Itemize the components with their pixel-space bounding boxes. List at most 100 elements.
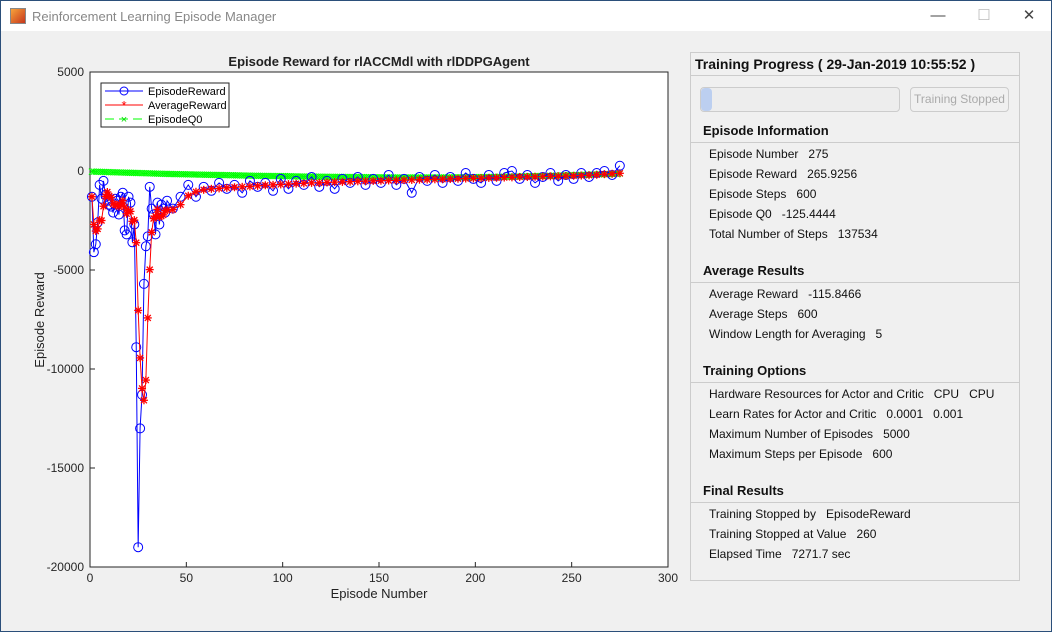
info-value: 600 — [872, 447, 893, 461]
average-reward-point — [222, 183, 231, 192]
minimize-button[interactable]: — — [930, 7, 946, 24]
legend-asterisk-icon: * — [121, 98, 126, 113]
average-reward-point — [269, 180, 278, 189]
average-reward-point — [461, 174, 470, 183]
average-reward-point — [261, 181, 270, 190]
panel-title: Training Progress ( 29-Jan-2019 10:55:52… — [695, 56, 976, 72]
info-value: 0.001 — [933, 407, 964, 421]
average-reward-point — [322, 178, 331, 187]
y-axis-label: Episode Reward — [32, 272, 47, 367]
y-tick-label: -20000 — [47, 560, 85, 574]
divider — [691, 142, 1019, 143]
x-tick-label: 0 — [87, 571, 94, 585]
episode-reward-point — [135, 423, 146, 434]
average-reward-point — [147, 228, 156, 237]
average-reward-point — [215, 184, 224, 193]
average-reward-point — [469, 174, 478, 183]
average-reward-point — [238, 182, 247, 191]
info-row: Average Steps 600 — [709, 307, 828, 321]
legend-episode-q0: EpisodeQ0 — [148, 114, 202, 126]
training-progress-panel: Training Progress ( 29-Jan-2019 10:55:52… — [690, 52, 1020, 581]
episode-reward-point — [108, 207, 119, 218]
average-reward-point — [126, 207, 135, 216]
episode-reward-point — [125, 197, 136, 208]
x-tick-label: 250 — [562, 571, 582, 585]
average-reward-point — [292, 179, 301, 188]
info-row: Episode Reward 265.9256 — [709, 167, 867, 181]
info-value: 7271.7 sec — [791, 547, 851, 561]
info-label: Hardware Resources for Actor and Critic — [709, 387, 924, 401]
info-row: Maximum Steps per Episode 600 — [709, 447, 902, 461]
average-reward-point — [484, 173, 493, 182]
average-reward-point — [120, 203, 129, 212]
info-row: Training Stopped at Value 260 — [709, 527, 886, 541]
x-axis-label: Episode Number — [331, 586, 428, 601]
average-reward-point — [93, 224, 102, 233]
episode-reward-point — [162, 195, 173, 206]
info-row: Learn Rates for Actor and Critic 0.0001 0.… — [709, 407, 973, 421]
average-reward-point — [615, 169, 624, 178]
info-label: Window Length for Averaging — [709, 327, 866, 341]
info-label: Maximum Steps per Episode — [709, 447, 863, 461]
legend-circle-icon — [119, 86, 129, 96]
average-reward-point — [118, 196, 127, 205]
average-reward-point — [143, 313, 152, 322]
average-reward-point — [446, 174, 455, 183]
average-reward-point — [138, 384, 147, 393]
maximize-button[interactable]: ☐ — [977, 7, 991, 24]
info-value: 0.0001 — [886, 407, 924, 421]
average-reward-point — [338, 177, 347, 186]
average-reward-point — [130, 216, 139, 225]
average-reward-point — [569, 171, 578, 180]
average-reward-point — [139, 396, 148, 405]
divider — [691, 502, 1019, 503]
average-reward-point — [107, 193, 116, 202]
average-reward-point — [561, 171, 570, 180]
episode-reward-point — [183, 179, 194, 190]
divider — [691, 282, 1019, 283]
average-reward-point — [330, 178, 339, 187]
info-value: 5000 — [883, 427, 910, 441]
close-button[interactable]: ✕ — [1022, 7, 1036, 24]
average-reward-point — [538, 172, 547, 181]
info-value: CPU — [969, 387, 995, 401]
legend-average-reward: AverageReward — [148, 100, 227, 112]
average-reward-point — [132, 238, 141, 247]
info-label: Elapsed Time — [709, 547, 782, 561]
info-value: 5 — [875, 327, 883, 341]
training-stopped-button[interactable]: Training Stopped — [910, 87, 1009, 112]
info-value: 260 — [856, 527, 877, 541]
episode-reward-chart: Episode Reward for rlACCMdl with rlDDPGA… — [32, 54, 678, 601]
legend-x-icon: × — [121, 114, 127, 126]
average-reward-point — [500, 173, 509, 182]
average-reward-point — [592, 170, 601, 179]
average-reward-point — [600, 170, 609, 179]
info-row: Episode Steps 600 — [709, 187, 826, 201]
divider — [691, 75, 1019, 76]
info-label: Training Stopped at Value — [709, 527, 847, 541]
average-reward-point — [400, 176, 409, 185]
info-label: Total Number of Steps — [709, 227, 828, 241]
average-reward-point — [184, 191, 193, 200]
average-reward-point — [87, 192, 96, 201]
average-reward-point — [346, 177, 355, 186]
info-label: Episode Reward — [709, 167, 798, 181]
episode-reward-point — [88, 247, 99, 258]
info-value: 600 — [796, 187, 817, 201]
episode-reward-point — [133, 542, 144, 553]
matlab-icon — [10, 8, 26, 24]
average-reward-point — [97, 216, 106, 225]
average-reward-point — [307, 178, 316, 187]
info-row: Episode Q0 -125.4444 — [709, 207, 846, 221]
average-reward-point — [199, 185, 208, 194]
x-tick-label: 50 — [180, 571, 194, 585]
average-reward-point — [176, 200, 185, 209]
average-reward-point — [477, 174, 486, 183]
average-reward-point — [253, 181, 262, 190]
average-reward-point — [438, 175, 447, 184]
average-reward-point — [168, 205, 177, 214]
info-value: -115.8466 — [808, 287, 862, 301]
episode-reward-point — [121, 229, 132, 240]
info-label: Learn Rates for Actor and Critic — [709, 407, 877, 421]
average-reward-point — [554, 172, 563, 181]
